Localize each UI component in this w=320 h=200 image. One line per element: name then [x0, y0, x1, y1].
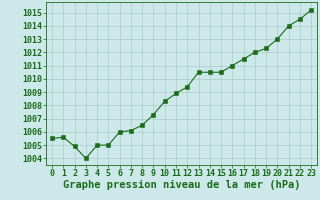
X-axis label: Graphe pression niveau de la mer (hPa): Graphe pression niveau de la mer (hPa) — [63, 180, 300, 190]
